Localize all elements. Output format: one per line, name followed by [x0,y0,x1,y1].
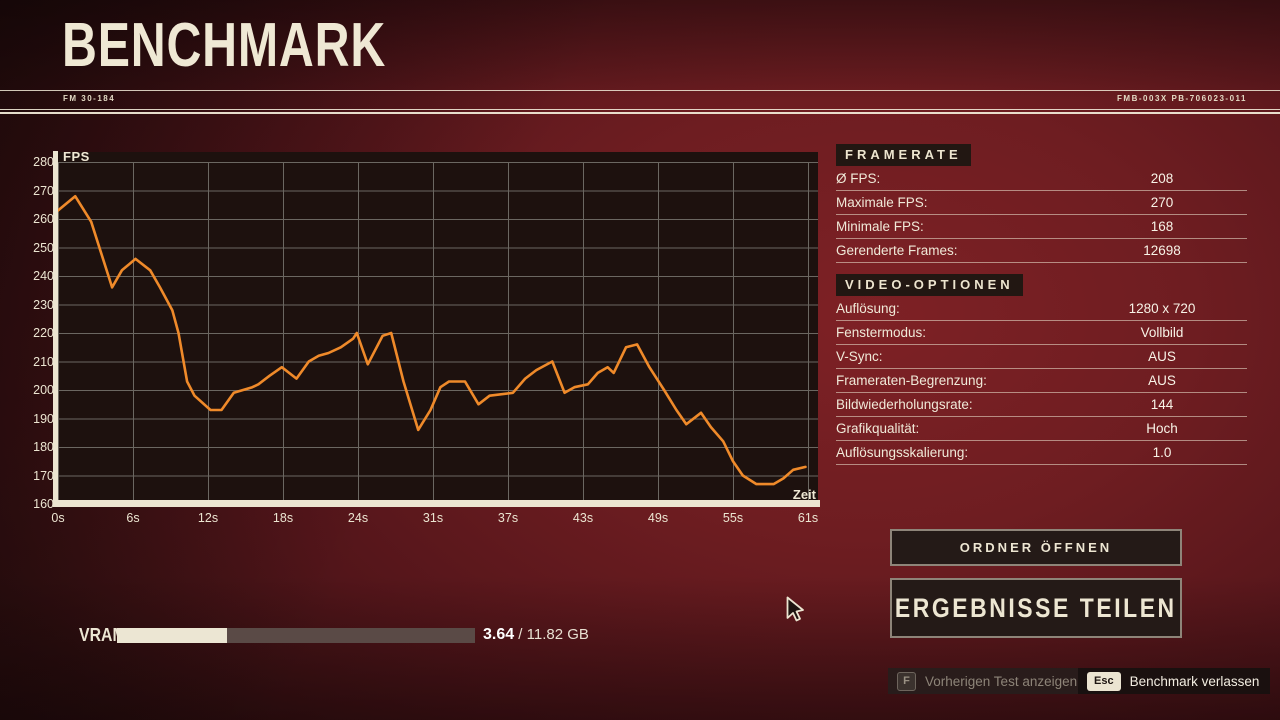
doc-code-right: FMB-003X PB-706023-011 [1117,94,1247,103]
x-tick-label: 24s [347,511,369,525]
video-options-stats: Auflösung: 1280 x 720 Fenstermodus: Voll… [836,297,1247,465]
x-tick-label: 37s [497,511,519,525]
stat-row-avg-fps: Ø FPS: 208 [836,167,1247,191]
stat-value: AUS [1148,373,1176,388]
vram-usage-text: 3.64 / 11.82 GB [483,626,589,644]
x-tick-label: 61s [797,511,819,525]
stat-value: 144 [1150,397,1174,412]
chart-x-axis [53,500,820,507]
share-results-button[interactable]: ERGEBNISSE TEILEN [890,578,1182,638]
stat-label: Maximale FPS: [836,195,928,210]
stat-value: Hoch [1146,421,1178,436]
vram-meter [117,628,475,643]
page-title: BENCHMARK [62,11,387,80]
stat-value: 270 [1150,195,1174,210]
y-tick-label: 230 [33,297,54,312]
stat-row-graphics-quality: Grafikqualität: Hoch [836,417,1247,441]
vram-separator: / [514,626,527,643]
framerate-stats: Ø FPS: 208 Maximale FPS: 270 Minimale FP… [836,167,1247,263]
stat-value: 168 [1150,219,1174,234]
y-tick-label: 200 [33,383,54,397]
stat-value: AUS [1148,349,1176,364]
stat-row-resolution: Auflösung: 1280 x 720 [836,297,1247,321]
x-tick-label: 18s [272,511,294,525]
stat-row-rendered-frames: Gerenderte Frames: 12698 [836,239,1247,263]
y-tick-label: 160 [33,497,54,511]
video-options-section-header: VIDEO-OPTIONEN [836,274,1247,296]
fps-chart [58,152,818,507]
stat-value: 208 [1150,171,1174,186]
header-divider-top [0,90,1280,91]
y-tick-label: 240 [33,269,54,283]
x-tick-label: 49s [647,511,669,525]
header-divider-thin [0,109,1280,110]
chart-y-axis-title: FPS [63,149,90,164]
stat-value: 1.0 [1152,445,1172,460]
stat-label: Minimale FPS: [836,219,924,234]
stat-row-min-fps: Minimale FPS: 168 [836,215,1247,239]
stat-row-max-fps: Maximale FPS: 270 [836,191,1247,215]
chart-grid [58,162,818,505]
stat-label: Frameraten-Begrenzung: [836,373,987,388]
open-folder-button-label: ORDNER ÖFFNEN [959,540,1113,555]
y-tick-label: 250 [33,240,54,255]
y-tick-label: 210 [33,354,54,369]
stat-label: Bildwiederholungsrate: [836,397,973,412]
x-tick-label: 31s [422,511,444,525]
f-key-icon: F [897,671,916,691]
stat-row-window-mode: Fenstermodus: Vollbild [836,321,1247,345]
mouse-cursor-icon [786,596,804,622]
exit-benchmark-hint-label: Benchmark verlassen [1129,673,1260,689]
vram-label: VRAM [79,625,126,645]
stat-label: Auflösungsskalierung: [836,445,969,460]
x-tick-label: 43s [572,511,594,525]
exit-benchmark-hint[interactable]: Esc Benchmark verlassen [1078,668,1271,694]
chart-canvas [58,162,818,505]
x-tick-label: 12s [197,511,219,525]
previous-test-hint-label: Vorherigen Test anzeigen [925,673,1078,689]
video-options-badge: VIDEO-OPTIONEN [836,274,1023,296]
y-tick-label: 280 [33,155,54,169]
share-results-button-label: ERGEBNISSE TEILEN [895,592,1177,623]
framerate-section-header: FRAMERATE [836,144,1247,166]
stat-row-framerate-limit: Frameraten-Begrenzung: AUS [836,369,1247,393]
esc-key-icon: Esc [1087,671,1121,691]
y-tick-label: 260 [33,212,54,226]
stat-label: Fenstermodus: [836,325,927,340]
y-tick-label: 220 [33,326,54,340]
framerate-badge: FRAMERATE [836,144,971,166]
stat-value: 1280 x 720 [1128,301,1196,316]
y-tick-label: 170 [33,468,54,483]
x-tick-label: 6s [126,511,140,525]
stat-label: V-Sync: [836,349,883,364]
stat-value: 12698 [1143,243,1181,258]
x-tick-label: 55s [722,511,744,525]
stat-row-refresh-rate: Bildwiederholungsrate: 144 [836,393,1247,417]
chart-y-axis [53,151,58,507]
x-tick-label: 0s [51,511,65,525]
stat-value: Vollbild [1140,325,1184,340]
vram-total-value: 11.82 GB [526,626,589,643]
header-divider-thick [0,112,1280,114]
doc-code-left: FM 30-184 [63,94,116,103]
stat-row-resolution-scaling: Auflösungsskalierung: 1.0 [836,441,1247,465]
y-tick-label: 180 [33,440,54,454]
vram-meter-fill [117,628,228,643]
vram-used-value: 3.64 [483,626,515,643]
y-tick-label: 270 [33,183,54,198]
previous-test-hint[interactable]: F Vorherigen Test anzeigen [888,668,1089,694]
open-folder-button[interactable]: ORDNER ÖFFNEN [890,529,1182,566]
y-tick-label: 190 [33,411,54,426]
stat-label: Ø FPS: [836,171,881,186]
stat-label: Grafikqualität: [836,421,920,436]
stat-label: Gerenderte Frames: [836,243,958,258]
fps-line-series [58,194,807,486]
stat-label: Auflösung: [836,301,900,316]
chart-x-axis-title: Zeit [792,487,816,502]
stat-row-vsync: V-Sync: AUS [836,345,1247,369]
